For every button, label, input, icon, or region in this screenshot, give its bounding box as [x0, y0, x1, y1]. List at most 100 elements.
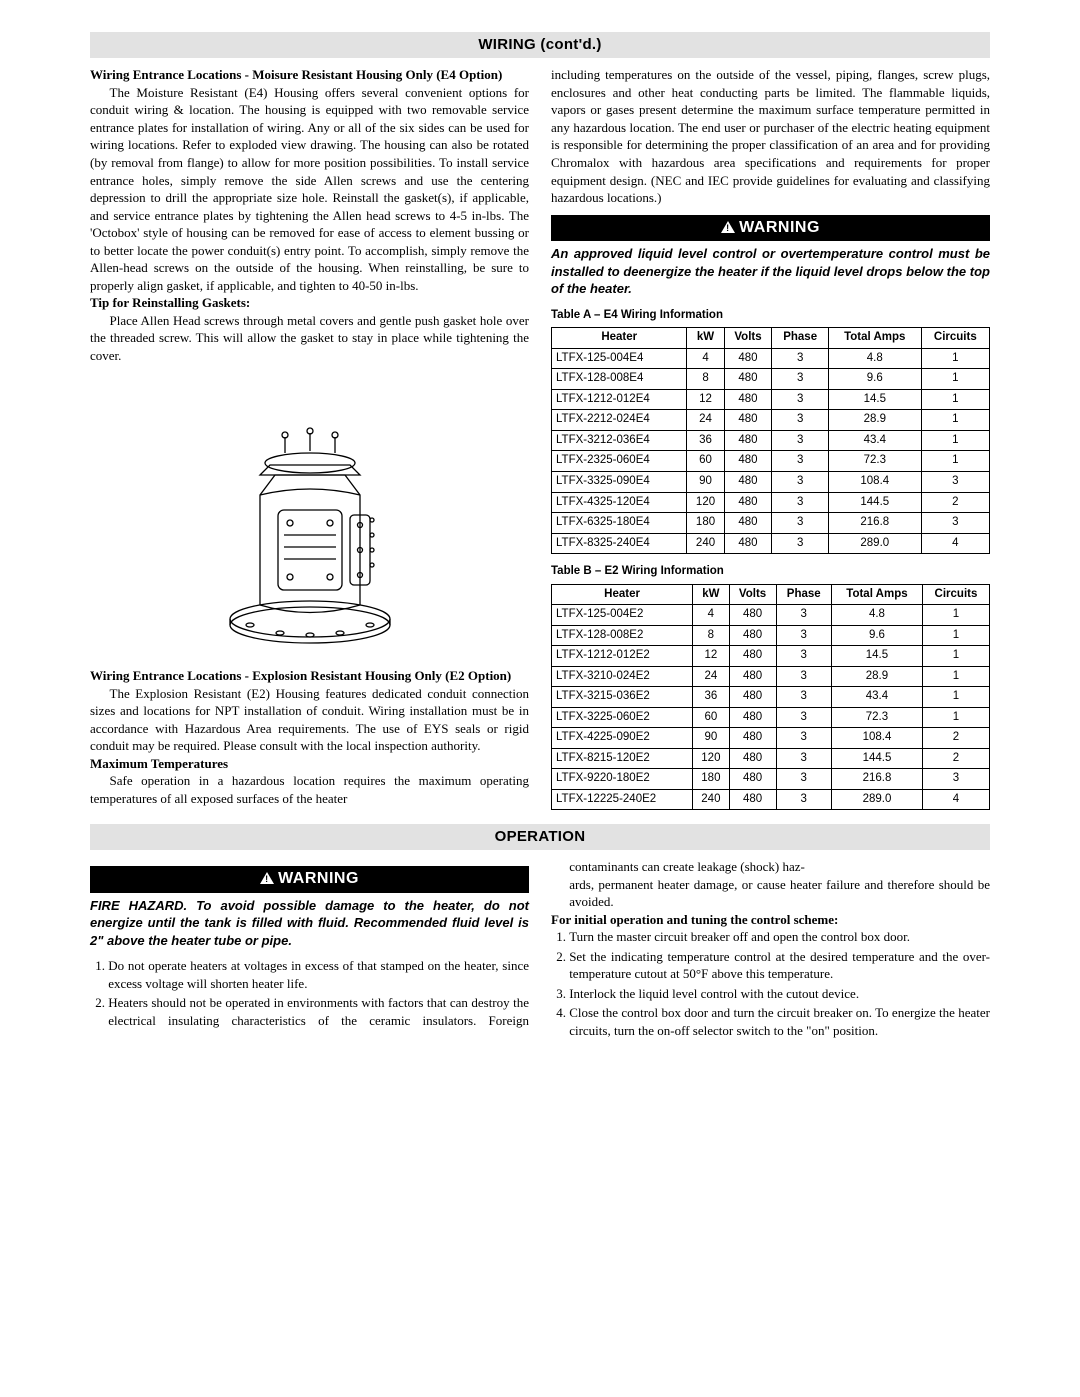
operation-two-column: WARNING FIRE HAZARD. To avoid possible d…: [90, 858, 990, 1039]
table-cell: 480: [724, 492, 772, 513]
table-cell: 60: [693, 707, 729, 728]
table-header-cell: Circuits: [921, 328, 989, 349]
warning-text-1: An approved liquid level control or over…: [551, 245, 990, 298]
table-cell: 1: [921, 410, 989, 431]
table-header-cell: Heater: [552, 328, 687, 349]
table-cell: 1: [922, 625, 989, 646]
table-cell: 1: [922, 707, 989, 728]
table-header-cell: Heater: [552, 584, 693, 605]
table-row: LTFX-3215-036E236480343.41: [552, 687, 990, 708]
para-e2: The Explosion Resistant (E2) Housing fea…: [90, 685, 529, 755]
table-cell: 3: [772, 451, 829, 472]
table-cell: 216.8: [828, 513, 921, 534]
warning-label-2: WARNING: [278, 870, 359, 887]
table-cell: 1: [921, 430, 989, 451]
table-cell: LTFX-125-004E2: [552, 605, 693, 626]
table-cell: 3: [772, 430, 829, 451]
table-row: LTFX-2212-024E424480328.91: [552, 410, 990, 431]
table-cell: 120: [687, 492, 724, 513]
subhead-maxtemp: Maximum Temperatures: [90, 755, 529, 773]
table-cell: 3: [772, 471, 829, 492]
warning-bar-2: WARNING: [90, 866, 529, 893]
table-cell: 3: [776, 728, 831, 749]
table-cell: 4: [693, 605, 729, 626]
table-cell: 2: [922, 748, 989, 769]
warning-bar-1: WARNING: [551, 215, 990, 242]
table-cell: 4.8: [831, 605, 922, 626]
table-cell: 3: [772, 369, 829, 390]
table-cell: 8: [687, 369, 724, 390]
table-cell: LTFX-128-008E2: [552, 625, 693, 646]
wiring-two-column: Wiring Entrance Locations - Moisure Resi…: [90, 66, 990, 812]
table-cell: LTFX-3215-036E2: [552, 687, 693, 708]
table-cell: 2: [922, 728, 989, 749]
operation-list-2: Turn the master circuit breaker off and …: [551, 928, 990, 1039]
para-tip: Place Allen Head screws through metal co…: [90, 312, 529, 365]
table-cell: 480: [729, 687, 776, 708]
table-cell: 3: [772, 533, 829, 554]
table-cell: 480: [729, 646, 776, 667]
table-cell: 72.3: [828, 451, 921, 472]
table-cell: 1: [922, 646, 989, 667]
table-cell: 480: [724, 451, 772, 472]
table-cell: 240: [693, 789, 729, 810]
warning-triangle-icon: [721, 221, 735, 233]
table-cell: 4.8: [828, 348, 921, 369]
table-cell: 480: [729, 769, 776, 790]
table-cell: 60: [687, 451, 724, 472]
table-cell: 43.4: [831, 687, 922, 708]
table-cell: 24: [693, 666, 729, 687]
table-cell: 90: [693, 728, 729, 749]
table-cell: 180: [687, 513, 724, 534]
table-a: HeaterkWVoltsPhaseTotal AmpsCircuits LTF…: [551, 327, 990, 554]
table-cell: 3: [776, 625, 831, 646]
table-cell: 108.4: [831, 728, 922, 749]
table-row: LTFX-6325-180E41804803216.83: [552, 513, 990, 534]
table-cell: 3: [772, 513, 829, 534]
table-cell: 14.5: [828, 389, 921, 410]
table-cell: 3: [921, 471, 989, 492]
table-row: LTFX-3212-036E436480343.41: [552, 430, 990, 451]
table-row: LTFX-128-008E2848039.61: [552, 625, 990, 646]
table-cell: 480: [724, 389, 772, 410]
table-row: LTFX-9220-180E21804803216.83: [552, 769, 990, 790]
table-cell: 1: [922, 687, 989, 708]
table-cell: LTFX-3225-060E2: [552, 707, 693, 728]
list-item: Close the control box door and turn the …: [569, 1004, 990, 1039]
table-cell: 480: [729, 666, 776, 687]
table-cell: LTFX-2325-060E4: [552, 451, 687, 472]
table-header-cell: Circuits: [922, 584, 989, 605]
table-row: LTFX-8215-120E21204803144.52: [552, 748, 990, 769]
table-header-cell: kW: [687, 328, 724, 349]
table-cell: 12: [693, 646, 729, 667]
table-cell: 1: [921, 451, 989, 472]
table-cell: LTFX-9220-180E2: [552, 769, 693, 790]
table-cell: 3: [776, 707, 831, 728]
table-row: LTFX-4225-090E2904803108.42: [552, 728, 990, 749]
table-cell: 43.4: [828, 430, 921, 451]
table-cell: 3: [776, 646, 831, 667]
table-cell: LTFX-3212-036E4: [552, 430, 687, 451]
table-cell: 3: [776, 666, 831, 687]
table-cell: LTFX-3325-090E4: [552, 471, 687, 492]
table-cell: LTFX-128-008E4: [552, 369, 687, 390]
table-cell: 480: [724, 410, 772, 431]
table-cell: 3: [776, 687, 831, 708]
housing-illustration: [200, 375, 420, 655]
para-right-cont: including temperatures on the outside of…: [551, 66, 990, 206]
table-cell: 480: [724, 369, 772, 390]
table-cell: 36: [693, 687, 729, 708]
table-cell: 144.5: [828, 492, 921, 513]
table-cell: 8: [693, 625, 729, 646]
warning-label-1: WARNING: [739, 219, 820, 236]
table-header-cell: Volts: [724, 328, 772, 349]
table-cell: LTFX-1212-012E4: [552, 389, 687, 410]
subhead-e4: Wiring Entrance Locations - Moisure Resi…: [90, 66, 529, 84]
table-cell: 4: [921, 533, 989, 554]
table-cell: 480: [724, 471, 772, 492]
table-cell: 289.0: [831, 789, 922, 810]
table-cell: 3: [772, 492, 829, 513]
table-row: LTFX-8325-240E42404803289.04: [552, 533, 990, 554]
table-row: LTFX-1212-012E412480314.51: [552, 389, 990, 410]
table-row: LTFX-12225-240E22404803289.04: [552, 789, 990, 810]
